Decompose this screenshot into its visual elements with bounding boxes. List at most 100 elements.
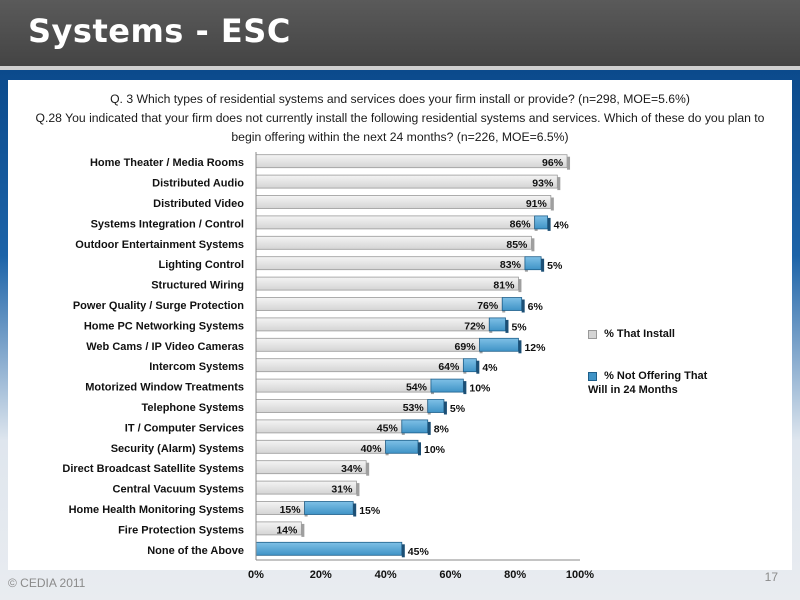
data-label-install: 85% xyxy=(506,239,528,251)
bar-plan xyxy=(462,358,477,373)
legend-plan-swatch xyxy=(588,371,597,381)
category-label: Home PC Networking Systems xyxy=(84,320,244,332)
data-label-plan: 12% xyxy=(524,342,546,354)
data-label-plan: 45% xyxy=(408,546,430,558)
legend-plan: % Not Offering That Will in 24 Months xyxy=(588,369,718,397)
header-divider xyxy=(0,66,800,70)
data-label-install: 72% xyxy=(464,320,486,332)
bar-install xyxy=(255,276,519,291)
bar-install xyxy=(255,337,480,352)
data-label-plan: 15% xyxy=(359,505,381,517)
category-label: Outdoor Entertainment Systems xyxy=(75,239,244,251)
question-q3: Q. 3 Which types of residential systems … xyxy=(110,92,690,106)
bar-plan xyxy=(401,419,429,434)
category-label: Structured Wiring xyxy=(151,280,244,292)
category-label: None of the Above xyxy=(147,545,244,557)
category-label: Power Quality / Surge Protection xyxy=(73,300,244,312)
bar-install xyxy=(255,154,568,169)
data-label-plan: 4% xyxy=(554,219,570,231)
bar-plan xyxy=(385,439,419,454)
data-label-install: 45% xyxy=(377,422,399,434)
bar-install-shadow xyxy=(557,177,561,191)
data-label-install: 91% xyxy=(526,198,548,210)
category-label: Direct Broadcast Satellite Systems xyxy=(62,463,244,475)
copyright: © CEDIA 2011 xyxy=(8,576,86,590)
bar-install xyxy=(255,378,432,393)
bar-plan xyxy=(524,256,542,271)
bar-plan xyxy=(479,337,519,352)
bar-plan-shadow xyxy=(418,442,421,456)
bar-install xyxy=(255,215,536,230)
bar-plan-shadow xyxy=(505,319,509,333)
bar-install-shadow xyxy=(567,156,571,170)
x-tick-label: 80% xyxy=(504,569,526,581)
category-label: Systems Integration / Control xyxy=(91,218,244,230)
category-label: Home Theater / Media Rooms xyxy=(90,157,244,169)
category-label: Security (Alarm) Systems xyxy=(111,443,244,455)
page-title: Systems - ESC xyxy=(28,12,291,50)
x-tick-label: 60% xyxy=(439,569,461,581)
bar-plan-shadow xyxy=(521,299,525,313)
x-tick-label: 40% xyxy=(375,569,397,581)
bar-plan-shadow xyxy=(401,544,405,558)
data-label-install: 54% xyxy=(406,382,428,394)
bar-install xyxy=(255,256,526,271)
data-label-install: 76% xyxy=(477,300,499,312)
data-label-plan: 10% xyxy=(424,444,446,456)
question-q28: Q.28 You indicated that your firm does n… xyxy=(35,111,765,144)
data-label-install: 53% xyxy=(403,402,425,414)
data-label-install: 15% xyxy=(280,504,302,516)
data-label-plan: 5% xyxy=(450,403,466,415)
bar-plan xyxy=(304,501,354,515)
bar-plan xyxy=(501,297,523,311)
bar-plan xyxy=(430,378,464,393)
bar-install-shadow xyxy=(531,238,535,252)
bar-install xyxy=(255,317,490,332)
bar-plan xyxy=(427,399,445,413)
bar-plan xyxy=(534,215,549,230)
category-label: Distributed Video xyxy=(153,198,244,210)
data-label-install: 96% xyxy=(542,157,564,169)
bar-install-shadow xyxy=(301,523,305,537)
bar-plan xyxy=(255,541,403,556)
bar-install xyxy=(255,358,464,373)
bar-plan-shadow xyxy=(541,258,545,272)
data-label-install: 81% xyxy=(493,280,515,292)
bar-install xyxy=(255,297,503,311)
legend-install-swatch xyxy=(588,329,597,339)
x-tick-label: 20% xyxy=(310,569,332,581)
data-label-install: 86% xyxy=(510,218,532,230)
category-label: Intercom Systems xyxy=(149,361,244,373)
category-label: IT / Computer Services xyxy=(125,422,244,434)
data-label-plan: 10% xyxy=(469,383,491,395)
bar-install-shadow xyxy=(356,483,360,497)
data-label-plan: 5% xyxy=(511,321,527,333)
bar-install xyxy=(255,235,532,250)
legend-plan-label: % Not Offering That Will in 24 Months xyxy=(588,370,708,396)
bar-plan-shadow xyxy=(443,401,447,415)
data-label-install: 69% xyxy=(455,341,477,353)
x-tick-label: 0% xyxy=(248,569,264,581)
bar-plan-shadow xyxy=(476,360,480,374)
data-label-install: 14% xyxy=(276,524,298,536)
data-label-install: 40% xyxy=(361,443,383,455)
category-label: Telephone Systems xyxy=(142,402,245,414)
category-label: Distributed Audio xyxy=(152,178,244,190)
question-text: Q. 3 Which types of residential systems … xyxy=(20,90,780,147)
title-bar: Systems - ESC xyxy=(0,0,800,66)
data-label-plan: 6% xyxy=(528,301,544,313)
bar-install xyxy=(255,195,552,209)
data-label-install: 93% xyxy=(532,178,554,190)
bar-plan-shadow xyxy=(353,503,357,517)
bar-plan-shadow xyxy=(518,340,522,354)
x-tick-label: 100% xyxy=(566,569,594,581)
bar-plan-shadow xyxy=(427,421,431,435)
category-label: Motorized Window Treatments xyxy=(85,382,244,394)
data-label-install: 34% xyxy=(341,463,363,475)
data-label-install: 83% xyxy=(500,259,522,271)
bar-install-shadow xyxy=(518,279,522,293)
data-label-install: 64% xyxy=(438,361,460,373)
legend-install: % That Install xyxy=(588,328,675,340)
data-label-plan: 5% xyxy=(547,260,563,272)
